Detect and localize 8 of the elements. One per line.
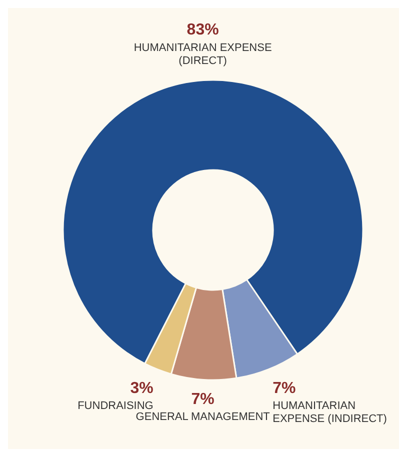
slice-label: FUNDRAISING	[78, 400, 154, 412]
data-label: 83%	[186, 22, 219, 39]
data-label: 7%	[272, 380, 296, 398]
slice-label: HUMANITARIAN EXPENSE (INDIRECT)	[272, 400, 387, 426]
data-label: 3%	[130, 380, 154, 398]
slice-label: GENERAL MANAGEMENT	[136, 411, 270, 424]
slice-label: HUMANITARIAN EXPENSE (DIRECT)	[134, 42, 272, 67]
data-label: 7%	[191, 391, 214, 408]
